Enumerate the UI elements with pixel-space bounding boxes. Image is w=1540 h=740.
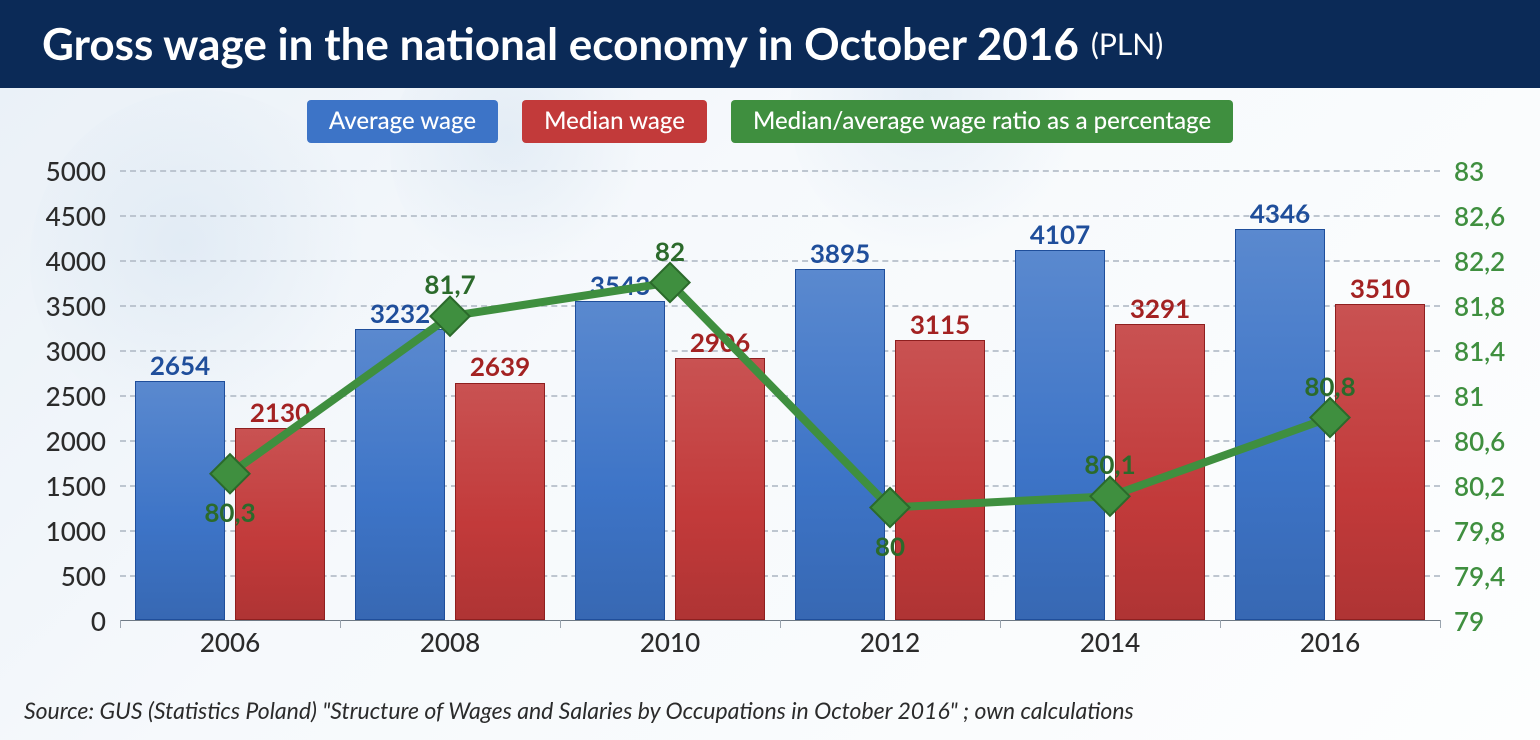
y-right-tick-label: 79,8 [1454, 515, 1505, 547]
y-left-tick-label: 4000 [0, 245, 106, 277]
bar-average [575, 301, 665, 620]
y-right-tick-label: 80,2 [1454, 470, 1505, 502]
y-left-tick-label: 5000 [0, 155, 106, 187]
chart-title-suffix: (PLN) [1091, 26, 1163, 62]
x-tick [780, 620, 781, 628]
x-tick [340, 620, 341, 628]
legend-item: Median wage [522, 100, 707, 143]
bar-median-value: 2639 [460, 350, 540, 382]
x-tick-label: 2012 [840, 626, 940, 658]
ratio-value-label: 80,1 [1075, 448, 1145, 480]
y-left-tick-label: 3500 [0, 290, 106, 322]
legend: Average wage Median wage Median/average wa… [0, 100, 1540, 143]
x-tick [1220, 620, 1221, 628]
y-right-tick-label: 81,4 [1454, 335, 1505, 367]
plot-area: 2654 2130 3232 2639 3543 2906 3895 3115 4107 3291… [120, 170, 1440, 620]
bar-average-value: 3543 [580, 269, 660, 301]
bar-median-value: 3510 [1340, 272, 1420, 304]
y-left-tick-label: 2000 [0, 425, 106, 457]
y-left-tick-label: 1500 [0, 470, 106, 502]
x-tick [1440, 620, 1441, 628]
y-right-tick-label: 81,8 [1454, 290, 1505, 322]
bar-median-value: 2906 [680, 326, 760, 358]
bar-median [675, 358, 765, 620]
x-tick-label: 2010 [620, 626, 720, 658]
x-tick-label: 2006 [180, 626, 280, 658]
ratio-value-label: 80 [855, 530, 925, 562]
ratio-value-label: 82 [635, 235, 705, 267]
bar-average [355, 329, 445, 620]
y-right-tick-label: 82,6 [1454, 200, 1505, 232]
x-tick-label: 2014 [1060, 626, 1160, 658]
legend-item: Median/average wage ratio as a percentag… [731, 100, 1233, 143]
x-tick-label: 2008 [400, 626, 500, 658]
x-tick [120, 620, 121, 628]
y-left-tick-label: 3000 [0, 335, 106, 367]
bar-median-value: 3291 [1120, 292, 1200, 324]
y-left-tick-label: 2500 [0, 380, 106, 412]
y-right-tick-label: 79,4 [1454, 560, 1505, 592]
ratio-value-label: 81,7 [415, 268, 485, 300]
bar-median-value: 2130 [240, 396, 320, 428]
bar-average [1235, 229, 1325, 620]
legend-item: Average wage [307, 100, 498, 143]
y-right-tick-label: 80,6 [1454, 425, 1505, 457]
x-tick [1000, 620, 1001, 628]
y-left-tick-label: 1000 [0, 515, 106, 547]
ratio-value-label: 80,8 [1295, 370, 1365, 402]
chart-title: Gross wage in the national economy in Oc… [42, 18, 1079, 70]
y-right-tick-label: 81 [1454, 380, 1484, 412]
source-caption: Source: GUS (Statistics Poland) "Structu… [24, 696, 1134, 724]
y-left-tick-label: 500 [0, 560, 106, 592]
y-right-tick-label: 79 [1454, 605, 1484, 637]
y-right-tick-label: 83 [1454, 155, 1484, 187]
bar-median [455, 383, 545, 621]
bar-median-value: 3115 [900, 308, 980, 340]
y-left-tick-label: 0 [0, 605, 106, 637]
bar-average [1015, 250, 1105, 620]
y-right-tick-label: 82,2 [1454, 245, 1505, 277]
bar-median [1335, 304, 1425, 620]
y-left-tick-label: 4500 [0, 200, 106, 232]
bar-average-value: 4346 [1240, 197, 1320, 229]
x-tick-label: 2016 [1280, 626, 1380, 658]
bar-average-value: 4107 [1020, 218, 1100, 250]
chart-root: Gross wage in the national economy in Oc… [0, 0, 1540, 740]
bar-average [795, 269, 885, 620]
bar-average-value: 2654 [140, 349, 220, 381]
x-tick [560, 620, 561, 628]
bar-median [895, 340, 985, 620]
ratio-value-label: 80,3 [195, 496, 265, 528]
title-bar: Gross wage in the national economy in Oc… [0, 0, 1540, 88]
grid-line [120, 170, 1440, 172]
bar-average-value: 3895 [800, 237, 880, 269]
plot-area-wrap: 2654 2130 3232 2639 3543 2906 3895 3115 4107 3291… [0, 160, 1540, 660]
bar-average-value: 3232 [360, 297, 440, 329]
